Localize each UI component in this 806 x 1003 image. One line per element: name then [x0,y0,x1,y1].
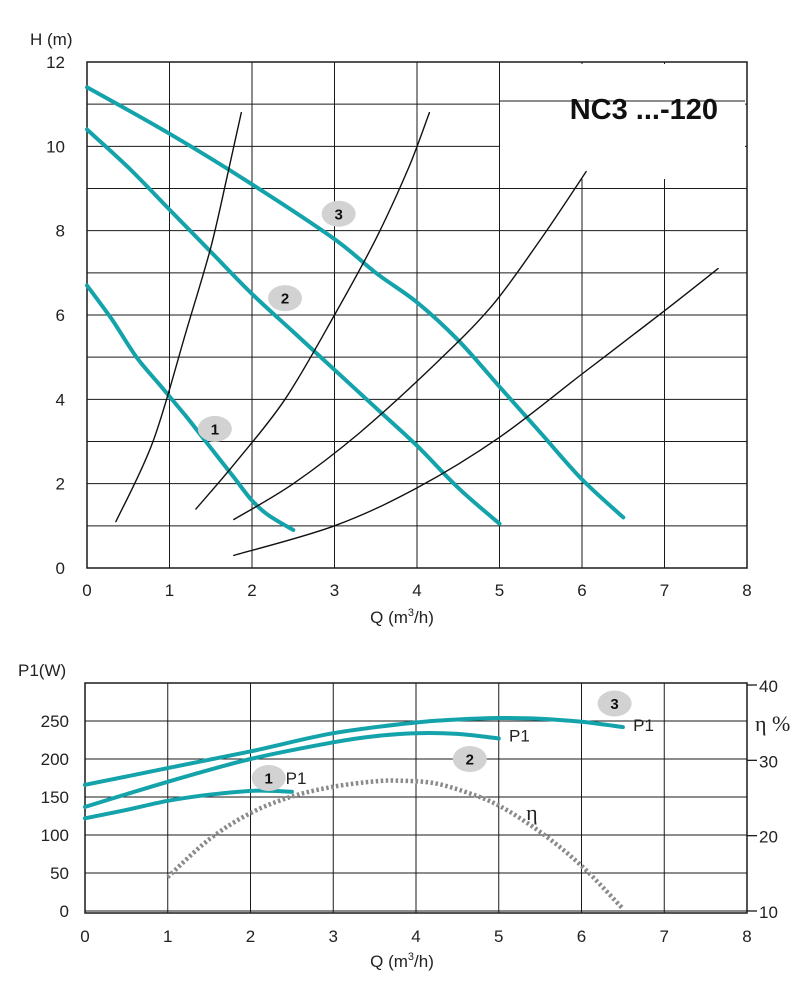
p-x-tick-label: 4 [411,927,420,946]
h-badge-2: 2 [281,291,289,308]
p-y-tick-label: 250 [41,712,69,731]
h-x-tick-label: 6 [577,581,586,600]
p-y2-tick-label: 30 [759,752,778,771]
p-x-tick-label: 8 [742,927,751,946]
h-plot-frame [86,61,748,569]
p-x-tick-label: 5 [494,927,503,946]
p-x-tick-label: 7 [660,927,669,946]
h-x-tick-label: 8 [742,581,751,600]
p-y2-tick-label: 40 [759,677,778,696]
h-y-tick-label: 8 [56,222,65,241]
h-badge-3-bg [321,200,356,227]
p-x-tick-label: 2 [246,927,255,946]
h-badge-1: 1 [211,421,219,438]
p-y2-tick-label: 10 [759,903,778,922]
p-badge-1-bg [251,765,286,791]
p1-series-label: P1 [633,716,654,735]
h-badge-2-bg [268,285,302,312]
p-y2-tick-label: 20 [759,828,778,847]
h-curve-speed-3 [85,85,626,520]
h-x-tick-label: 3 [330,581,339,600]
p-y-tick-label: 150 [41,788,69,807]
p1-series-label: P1 [286,769,307,788]
p-x-tick-label: 0 [80,927,89,946]
system-curve-1 [115,111,242,523]
p-badge-2: 2 [466,752,474,769]
p-x-tick-label: 6 [577,927,586,946]
p1-curve-speed-1 [83,788,294,821]
h-badge-1-bg [197,415,232,442]
eta-curve-label: η [526,800,538,825]
p-y-tick-label: 50 [50,864,69,883]
p-y-axis-title: P1(W) [18,661,66,680]
h-x-tick-label: 0 [82,581,91,600]
h-y-tick-label: 6 [56,306,65,325]
p-y-tick-label: 100 [41,826,69,845]
h-x-tick-label: 4 [412,581,421,600]
h-y-tick-label: 2 [56,475,65,494]
h-x-tick-label: 5 [495,581,504,600]
p-badge-3: 3 [610,696,618,713]
h-y-tick-label: 12 [46,53,65,72]
system-curve-4 [233,267,719,557]
system-curve-2 [195,111,431,510]
h-curve-speed-2 [85,127,502,526]
h-x-tick-label: 2 [247,581,256,600]
h-y-axis-title: H (m) [30,30,72,49]
p-y2-axis-title: η % [755,711,790,736]
h-badge-3: 3 [334,206,342,223]
h-curve-speed-1 [85,283,296,532]
h-y-tick-label: 4 [56,390,65,409]
h-x-axis-title: Q (m3/h) [370,607,434,627]
p-y-tick-label: 200 [41,750,69,769]
p-y-tick-label: 0 [60,902,69,921]
p1-curve-speed-2 [83,731,501,809]
h-y-tick-label: 0 [56,559,65,578]
efficiency-curve [166,778,625,911]
p-badge-1: 1 [265,771,273,788]
h-x-tick-label: 1 [165,581,174,600]
p1-curve-speed-3 [83,715,625,787]
system-curve-3 [233,170,587,521]
h-y-tick-label: 10 [46,137,65,156]
p-x-axis-title: Q (m3/h) [370,951,434,971]
p-badge-2-bg [452,746,487,772]
p-x-tick-label: 3 [329,927,338,946]
p-badge-3-bg [597,690,632,717]
chart-title: NC3 ...-120 [570,94,718,126]
h-x-tick-label: 7 [660,581,669,600]
h-title-box-bg [500,64,745,179]
p-x-tick-label: 1 [163,927,172,946]
p1-series-label: P1 [509,727,530,746]
p-plot-frame [84,682,748,914]
